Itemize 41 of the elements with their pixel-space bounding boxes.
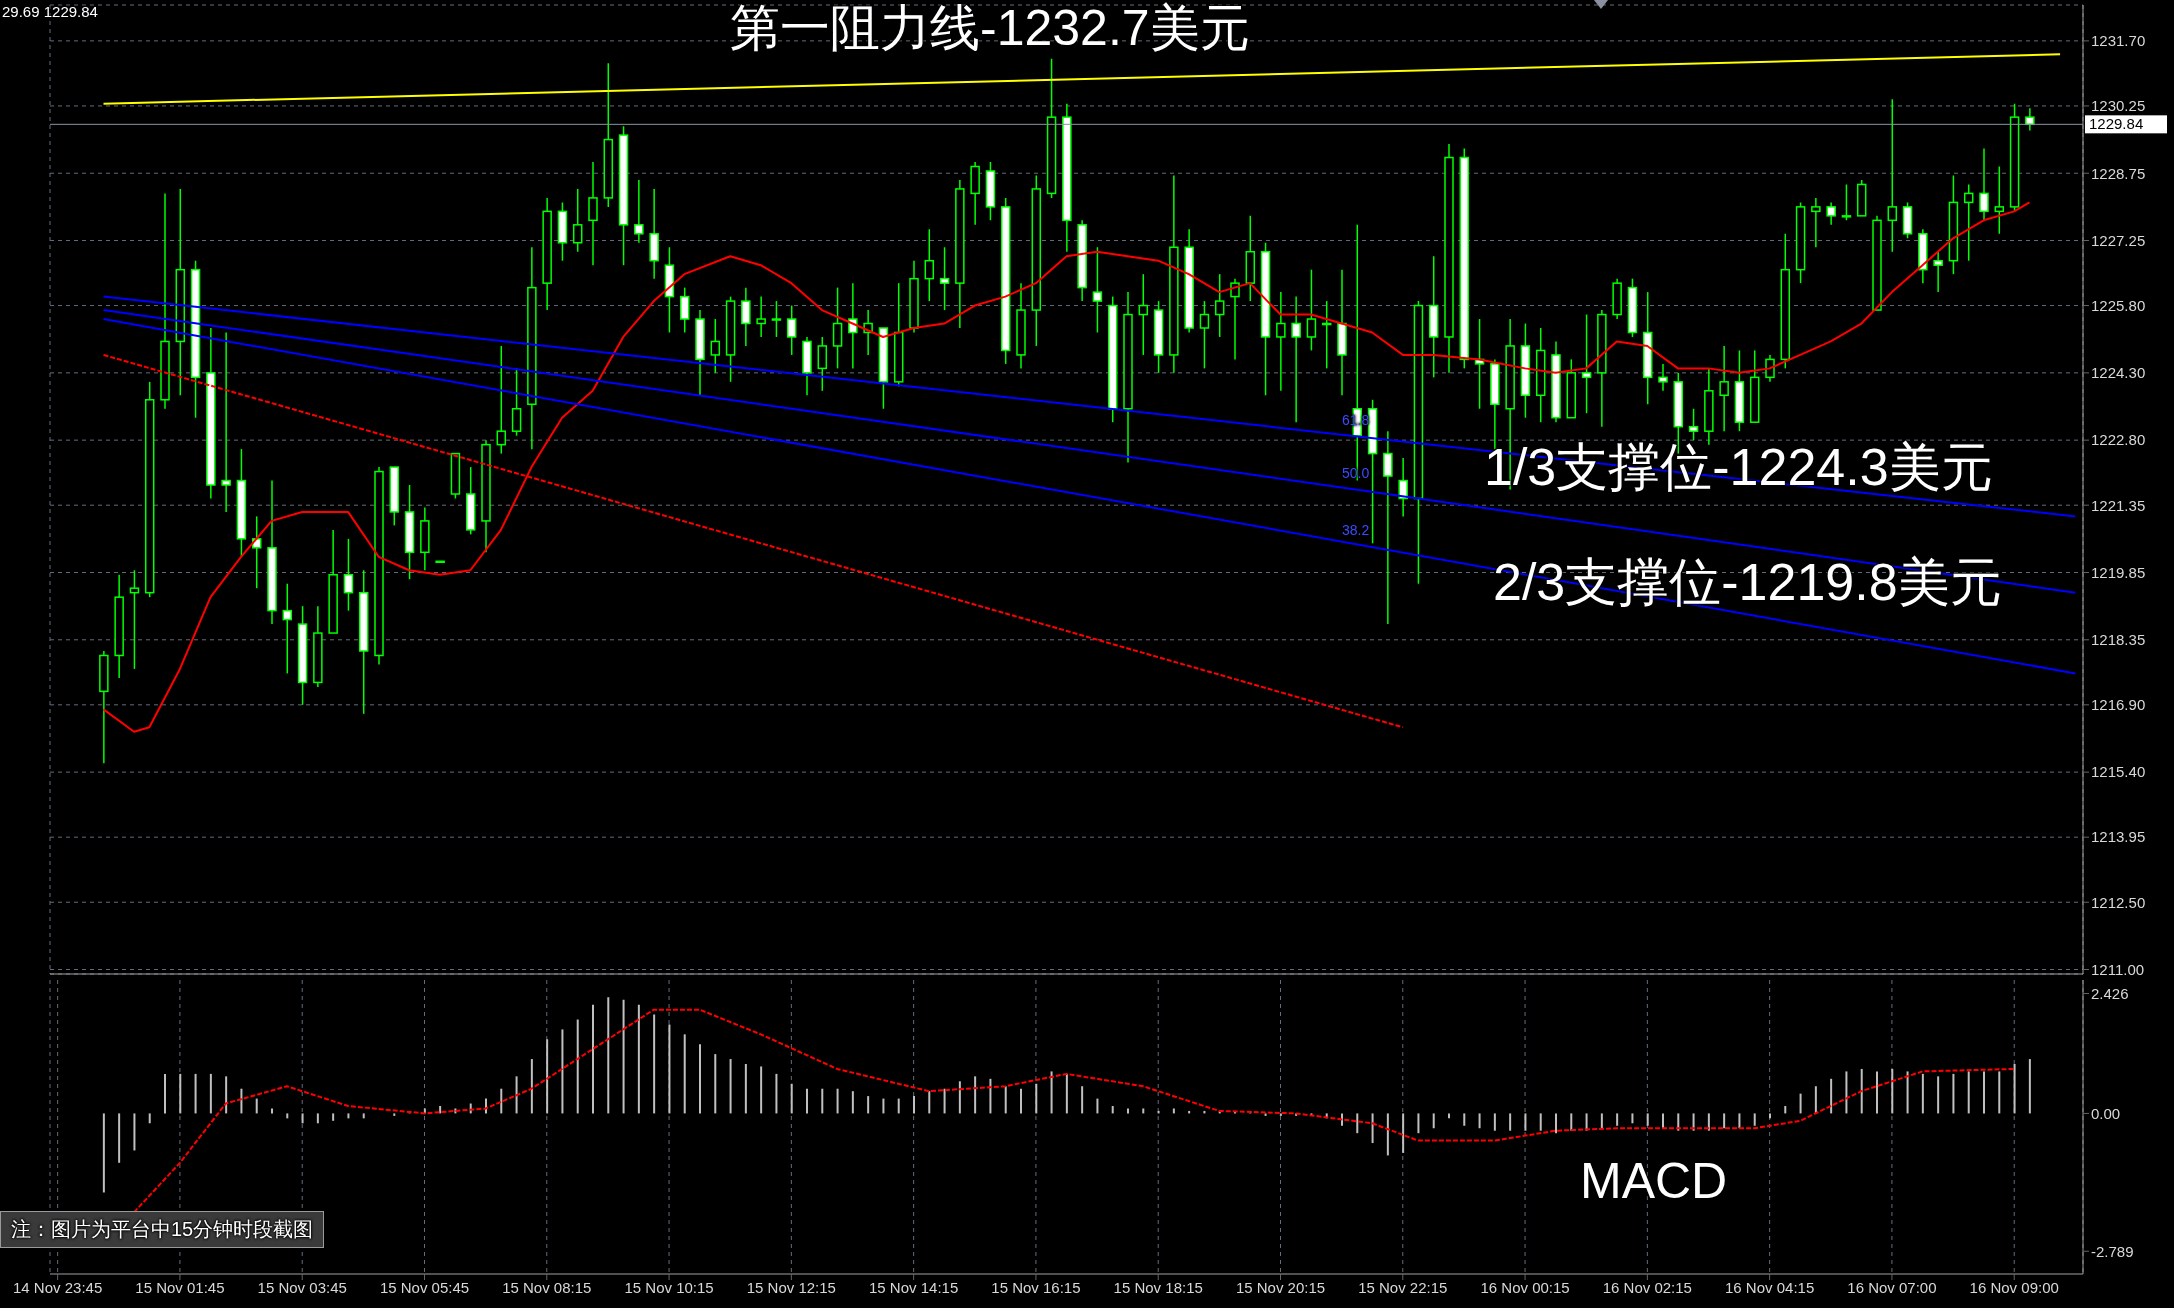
y-tick-label: 1230.25 [2091,97,2146,115]
annotation: 29.69 1229.84 [2,3,98,21]
y-tick-label: 1213.95 [2091,828,2146,846]
y-tick-label: 1219.85 [2091,563,2146,581]
y-tick-label: 1227.25 [2091,231,2146,249]
y-tick-label: 1215.40 [2091,763,2146,781]
x-tick-label: 15 Nov 08:15 [502,1278,592,1296]
x-tick-label: 16 Nov 02:15 [1602,1278,1692,1296]
x-tick-label: 15 Nov 18:15 [1113,1278,1203,1296]
x-tick-label: 15 Nov 16:15 [991,1278,1081,1296]
y-tick-label: 1231.70 [2091,32,2146,50]
x-tick-label: 15 Nov 10:15 [624,1278,714,1296]
x-tick-label: 15 Nov 20:15 [1235,1278,1326,1296]
y-tick-label: 1216.90 [2091,696,2146,714]
x-tick-label: 16 Nov 00:15 [1480,1278,1570,1296]
annotation: 38.2 [1342,522,1370,539]
annotation: MACD [1580,1153,1728,1211]
x-tick-label: 16 Nov 04:15 [1725,1278,1815,1296]
y-tick-label: 1222.80 [2091,431,2146,449]
y-tick-label: 1225.80 [2091,296,2146,314]
x-tick-label: 15 Nov 05:45 [379,1278,470,1296]
y-tick-label: 1212.50 [2091,893,2146,911]
x-tick-label: 15 Nov 14:15 [869,1278,959,1296]
y-tick-label: 1221.35 [2091,496,2146,514]
x-tick-label: 15 Nov 01:45 [135,1278,225,1296]
x-tick-label: 16 Nov 07:00 [1847,1278,1937,1296]
annotation: 第一阻力线-1232.7美元 [730,0,1250,58]
y-tick-label: 1228.75 [2091,164,2146,182]
y-tick-label: -2.789 [2091,1242,2134,1260]
y-tick-label: 1224.30 [2091,364,2146,382]
x-tick-label: 15 Nov 03:45 [257,1278,347,1296]
y-tick-label: 1218.35 [2091,631,2146,649]
y-tick-label: 2.426 [2091,984,2129,1002]
y-tick-label: 0.00 [2091,1104,2121,1122]
x-tick-label: 16 Nov 09:00 [1969,1278,2059,1296]
y-tick-label: 1211.00 [2091,960,2145,978]
x-tick-label: 15 Nov 12:15 [746,1278,836,1296]
x-tick-label: 14 Nov 23:45 [13,1278,103,1296]
x-tick-label: 15 Nov 22:15 [1358,1278,1448,1296]
annotation: 注：图片为平台中15分钟时段截图 [0,1211,325,1248]
ref-line-label: 1229.84 [2089,115,2144,133]
